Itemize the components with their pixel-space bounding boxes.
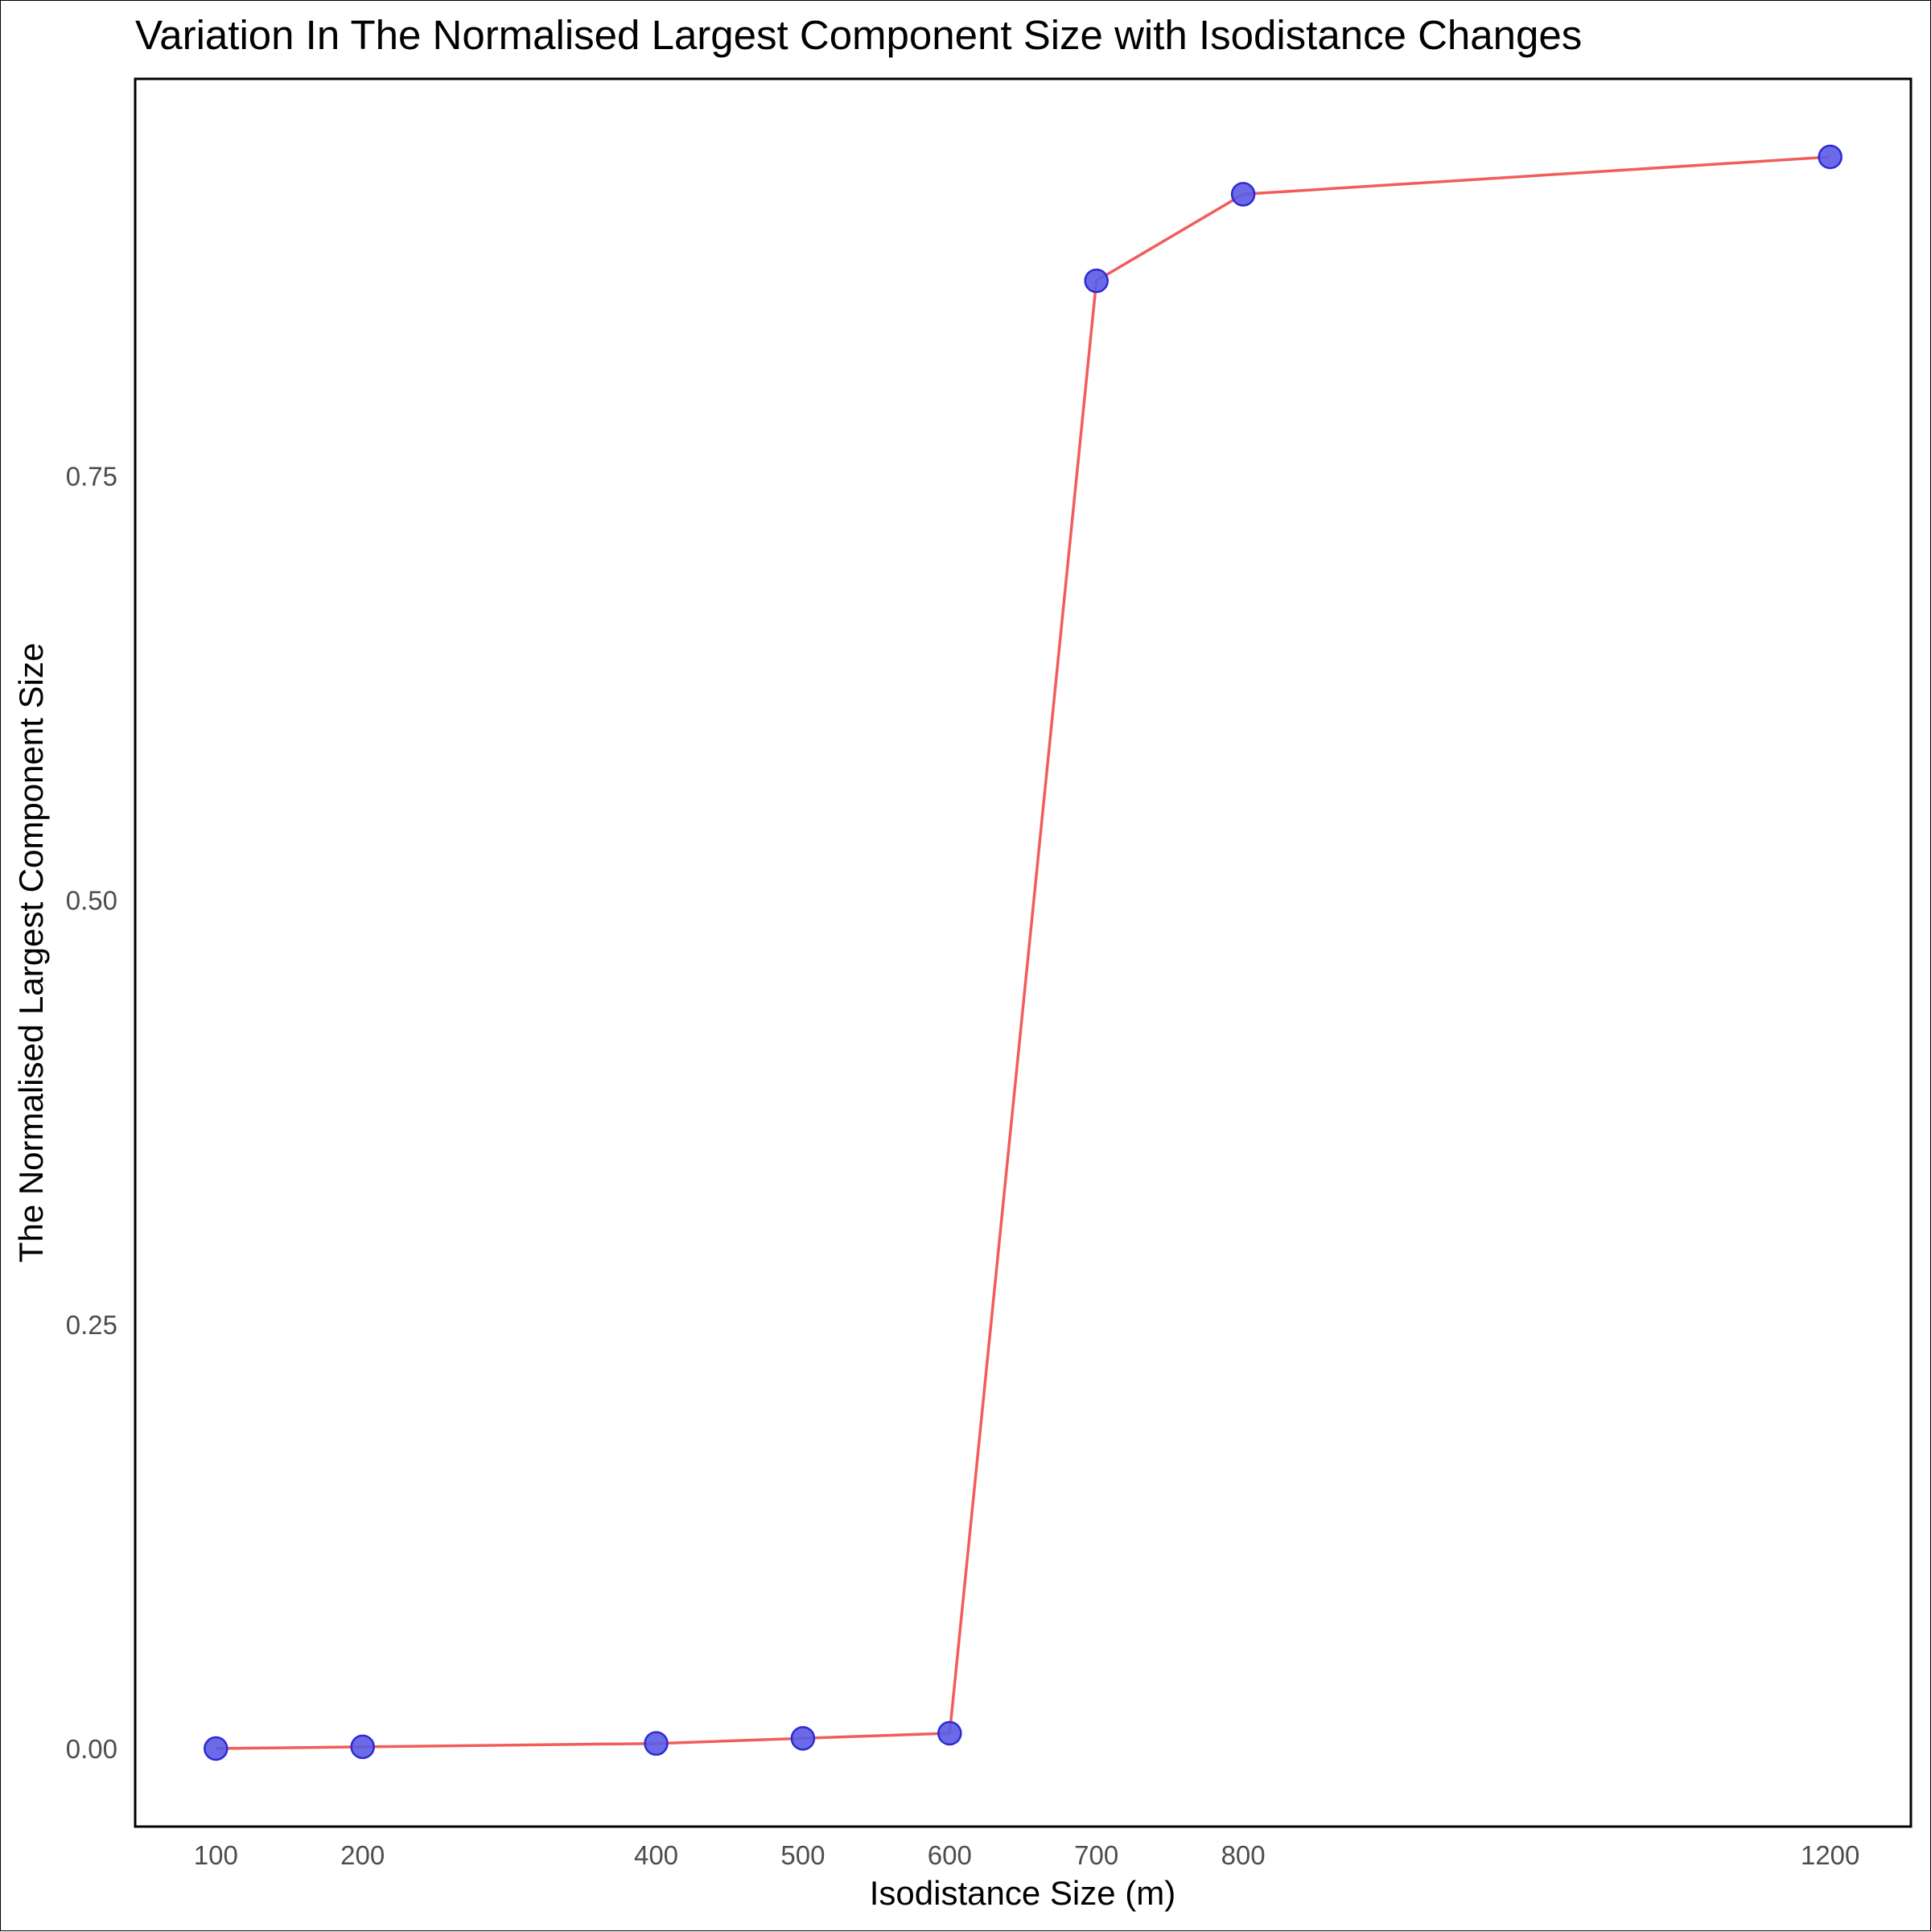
chart-title: Variation In The Normalised Largest Comp… xyxy=(135,12,1582,58)
data-point xyxy=(350,1734,375,1760)
data-point xyxy=(790,1726,816,1751)
x-axis-title: Isodistance Size (m) xyxy=(870,1874,1175,1912)
data-point xyxy=(937,1720,962,1746)
y-tick-label: 0.50 xyxy=(66,886,117,916)
y-axis-title: The Normalised Largest Component Size xyxy=(12,643,50,1263)
x-tick-label: 100 xyxy=(194,1840,238,1870)
data-point xyxy=(204,1736,229,1761)
x-tick-label: 800 xyxy=(1221,1840,1266,1870)
x-tick-label: 1200 xyxy=(1801,1840,1859,1870)
data-point xyxy=(1818,144,1842,170)
x-tick-label: 700 xyxy=(1074,1840,1118,1870)
series-line xyxy=(216,155,1830,1750)
plot-frame xyxy=(134,77,1912,1828)
x-tick-label: 500 xyxy=(780,1840,825,1870)
data-point xyxy=(1084,268,1109,294)
y-tick-label: 0.25 xyxy=(66,1310,117,1340)
y-tick-label: 0.00 xyxy=(66,1734,117,1764)
y-tick-group: 0.00 0.25 0.50 0.75 xyxy=(66,461,117,1764)
x-tick-label: 600 xyxy=(928,1840,972,1870)
data-point-group xyxy=(204,144,1842,1761)
data-point xyxy=(644,1731,669,1756)
x-tick-group: 100 200 400 500 600 700 800 1200 xyxy=(194,1840,1860,1870)
data-point xyxy=(1230,182,1256,207)
x-tick-label: 400 xyxy=(634,1840,678,1870)
y-tick-label: 0.75 xyxy=(66,461,117,491)
x-tick-label: 200 xyxy=(340,1840,385,1870)
